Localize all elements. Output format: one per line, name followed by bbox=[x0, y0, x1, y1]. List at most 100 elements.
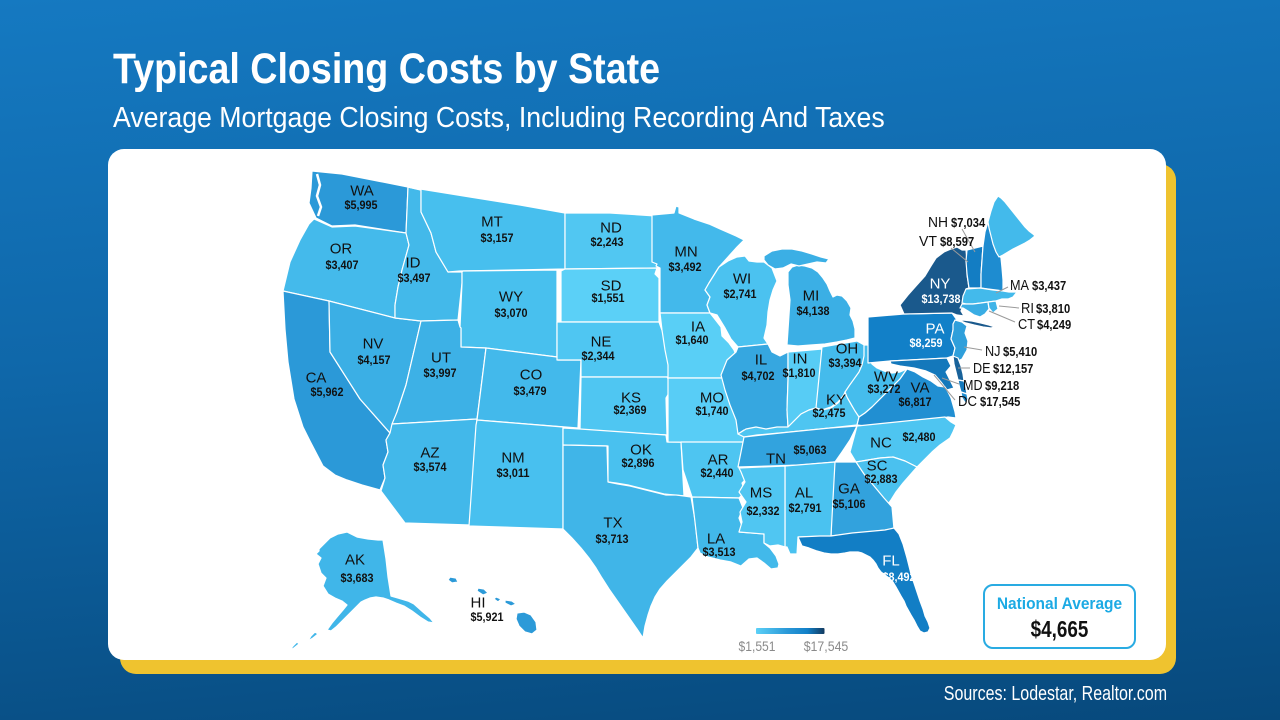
svg-text:HI: HI bbox=[471, 595, 486, 612]
svg-text:MA: MA bbox=[1010, 277, 1029, 294]
svg-text:$3,157: $3,157 bbox=[481, 231, 514, 245]
svg-text:VA: VA bbox=[911, 380, 930, 397]
svg-text:$8,492: $8,492 bbox=[883, 570, 916, 584]
svg-text:SC: SC bbox=[867, 458, 888, 475]
svg-text:$3,713: $3,713 bbox=[596, 532, 629, 546]
svg-text:$8,259: $8,259 bbox=[910, 336, 943, 350]
svg-text:$4,157: $4,157 bbox=[358, 353, 391, 367]
svg-text:WV: WV bbox=[874, 369, 898, 386]
svg-text:MN: MN bbox=[674, 244, 697, 261]
svg-text:NV: NV bbox=[363, 336, 384, 353]
svg-text:$3,497: $3,497 bbox=[398, 271, 431, 285]
svg-text:MS: MS bbox=[750, 485, 773, 502]
svg-text:NY: NY bbox=[930, 276, 951, 293]
svg-text:KS: KS bbox=[621, 390, 641, 407]
svg-text:TX: TX bbox=[603, 515, 622, 532]
svg-text:WA: WA bbox=[350, 183, 374, 200]
svg-text:DE: DE bbox=[973, 360, 991, 377]
svg-text:$2,896: $2,896 bbox=[622, 456, 655, 470]
svg-text:$5,921: $5,921 bbox=[471, 610, 504, 624]
svg-text:$4,138: $4,138 bbox=[797, 304, 830, 318]
svg-text:OK: OK bbox=[630, 442, 652, 459]
svg-text:$3,997: $3,997 bbox=[424, 366, 457, 380]
svg-text:UT: UT bbox=[431, 350, 451, 367]
svg-text:$3,683: $3,683 bbox=[341, 571, 374, 585]
svg-text:$9,218: $9,218 bbox=[985, 378, 1019, 393]
svg-text:GA: GA bbox=[838, 481, 860, 498]
svg-text:AR: AR bbox=[708, 452, 729, 469]
svg-text:MI: MI bbox=[803, 288, 820, 305]
svg-text:RI: RI bbox=[1021, 300, 1034, 317]
svg-text:$3,070: $3,070 bbox=[495, 306, 528, 320]
svg-text:$2,791: $2,791 bbox=[789, 501, 822, 515]
svg-text:LA: LA bbox=[707, 531, 725, 548]
svg-text:WY: WY bbox=[499, 289, 523, 306]
svg-text:NC: NC bbox=[870, 435, 892, 452]
svg-text:ID: ID bbox=[406, 255, 421, 272]
svg-text:$5,106: $5,106 bbox=[833, 497, 866, 511]
svg-text:$2,243: $2,243 bbox=[591, 235, 624, 249]
svg-text:MD: MD bbox=[963, 377, 983, 394]
svg-text:AZ: AZ bbox=[420, 445, 439, 462]
svg-text:$17,545: $17,545 bbox=[980, 394, 1020, 409]
svg-text:KY: KY bbox=[826, 392, 846, 409]
svg-text:$2,480: $2,480 bbox=[903, 430, 936, 444]
svg-text:$3,513: $3,513 bbox=[703, 545, 736, 559]
svg-text:CO: CO bbox=[520, 367, 543, 384]
svg-text:IA: IA bbox=[691, 319, 705, 336]
svg-text:$3,574: $3,574 bbox=[414, 460, 447, 474]
svg-text:$5,063: $5,063 bbox=[794, 443, 827, 457]
svg-text:$4,702: $4,702 bbox=[742, 369, 775, 383]
svg-text:CA: CA bbox=[306, 370, 327, 387]
svg-text:$2,440: $2,440 bbox=[701, 466, 734, 480]
svg-text:NE: NE bbox=[591, 334, 612, 351]
svg-text:$3,437: $3,437 bbox=[1032, 278, 1066, 293]
svg-text:AK: AK bbox=[345, 552, 365, 569]
svg-text:$3,810: $3,810 bbox=[1036, 301, 1070, 316]
svg-text:$1,551: $1,551 bbox=[592, 291, 625, 305]
svg-text:$3,272: $3,272 bbox=[868, 382, 901, 396]
svg-text:$6,817: $6,817 bbox=[899, 395, 932, 409]
svg-text:$17,545: $17,545 bbox=[804, 638, 849, 654]
svg-text:$3,492: $3,492 bbox=[669, 260, 702, 274]
svg-text:$3,394: $3,394 bbox=[829, 356, 862, 370]
svg-text:$2,883: $2,883 bbox=[865, 472, 898, 486]
svg-text:PA: PA bbox=[926, 321, 945, 338]
svg-text:$3,479: $3,479 bbox=[514, 384, 547, 398]
svg-text:$8,597: $8,597 bbox=[940, 234, 974, 249]
svg-text:$1,551: $1,551 bbox=[739, 638, 776, 654]
svg-text:$2,741: $2,741 bbox=[724, 287, 757, 301]
svg-text:$2,344: $2,344 bbox=[582, 349, 615, 363]
svg-text:$12,157: $12,157 bbox=[993, 361, 1033, 376]
svg-text:ND: ND bbox=[600, 220, 622, 237]
svg-text:$4,249: $4,249 bbox=[1037, 317, 1071, 332]
svg-text:DC: DC bbox=[958, 393, 977, 410]
svg-text:$3,011: $3,011 bbox=[497, 466, 530, 480]
svg-text:$5,410: $5,410 bbox=[1003, 344, 1037, 359]
svg-text:OH: OH bbox=[836, 341, 859, 358]
svg-text:$5,962: $5,962 bbox=[311, 385, 344, 399]
svg-text:$7,034: $7,034 bbox=[951, 215, 986, 230]
svg-text:IL: IL bbox=[755, 352, 768, 369]
svg-text:OR: OR bbox=[330, 241, 353, 258]
svg-text:$1,810: $1,810 bbox=[783, 366, 816, 380]
svg-text:TN: TN bbox=[766, 451, 786, 468]
svg-text:CT: CT bbox=[1018, 316, 1035, 333]
svg-text:NH: NH bbox=[928, 214, 948, 231]
svg-text:$1,640: $1,640 bbox=[676, 333, 709, 347]
svg-text:$2,475: $2,475 bbox=[813, 406, 846, 420]
svg-text:FL: FL bbox=[882, 553, 900, 570]
svg-text:NJ: NJ bbox=[985, 343, 1001, 360]
svg-text:NM: NM bbox=[501, 450, 524, 467]
svg-text:$5,995: $5,995 bbox=[345, 198, 378, 212]
svg-text:$13,738: $13,738 bbox=[922, 292, 961, 306]
svg-text:$2,369: $2,369 bbox=[614, 403, 647, 417]
svg-text:WI: WI bbox=[733, 271, 751, 288]
svg-text:SD: SD bbox=[601, 278, 622, 295]
svg-text:$2,332: $2,332 bbox=[747, 504, 780, 518]
svg-text:IN: IN bbox=[793, 351, 808, 368]
svg-text:MT: MT bbox=[481, 214, 503, 231]
svg-text:MO: MO bbox=[700, 390, 724, 407]
svg-text:AL: AL bbox=[795, 485, 813, 502]
svg-text:$1,740: $1,740 bbox=[696, 404, 729, 418]
